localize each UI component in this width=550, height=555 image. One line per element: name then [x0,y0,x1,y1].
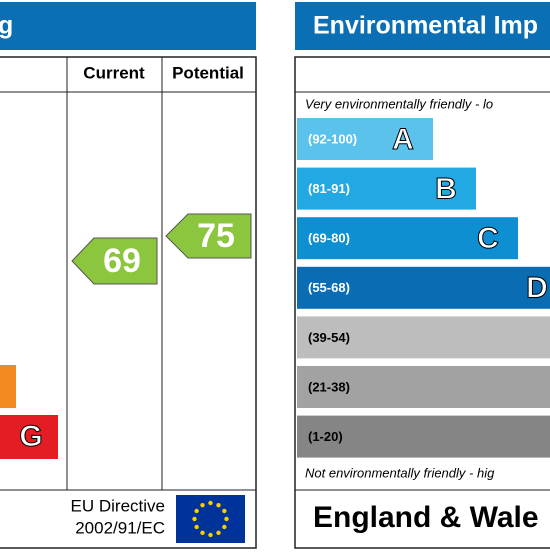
band-range: (1-20) [308,429,343,444]
band [297,316,550,359]
bottom-note: Not environmentally friendly - hig [305,465,495,480]
top-note: Very environmentally friendly - lo [305,96,493,111]
footer-text: 2002/91/EC [75,518,165,537]
band [297,415,550,458]
band-g [0,415,58,459]
title-bar [295,2,550,50]
band-range: (81-91) [308,181,350,196]
band-letter: C [477,222,499,255]
current-arrow [71,237,158,285]
star [194,508,199,514]
band-f [0,365,16,408]
band-letter: D [526,272,548,305]
band [297,118,433,160]
star [192,516,197,522]
band-letter: A [392,123,414,156]
star [200,530,205,536]
title-bar [0,2,256,50]
band [297,217,518,260]
panel-frame [0,56,257,549]
band-range: (69-80) [308,231,350,246]
star [224,516,229,522]
header: Potential [172,63,244,82]
band-letter: B [435,173,457,206]
panel-title: Environmental Imp [313,12,538,40]
band-range: (92-100) [308,131,357,146]
star [222,508,227,514]
eu-flag [176,495,245,543]
potential-rating: 75 [197,217,235,255]
current-rating: 69 [103,242,141,280]
footer-text: England & Wale [313,501,539,534]
header: Current [83,63,145,82]
bands: (92-100) A (81-91) B (69-80) C (55-68) D (39-54)… [297,118,550,458]
star [216,530,221,536]
band [297,366,550,408]
panel-title: g [0,12,13,40]
star [216,502,221,508]
panel-frame [294,56,550,549]
star [208,500,213,506]
potential-arrow [165,213,252,259]
footer-text: EU Directive [71,496,165,515]
band-range: (21-38) [308,379,350,394]
band-letter: G [19,420,42,453]
star [222,524,227,530]
star [200,502,205,508]
star [208,532,213,538]
band [297,266,550,309]
band-range: (39-54) [308,330,350,345]
band [297,167,476,210]
star [194,524,199,530]
band-range: (55-68) [308,280,350,295]
